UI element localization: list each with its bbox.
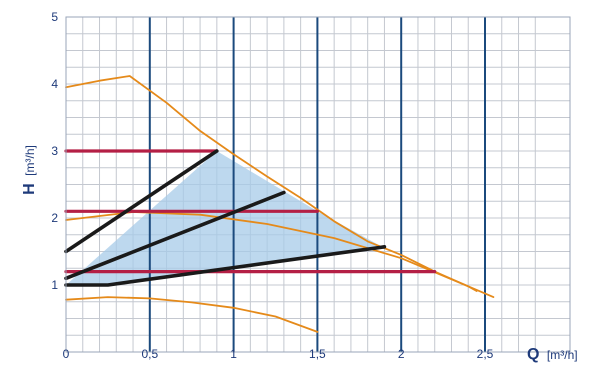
- x-tick-labels: 0 0,5 1 1,5 2 2,5: [63, 347, 494, 361]
- x-tick-label: 2,5: [477, 347, 494, 361]
- series-line-black: [64, 149, 219, 254]
- series-line-orange: [65, 296, 319, 333]
- plot-frame: [65, 16, 571, 353]
- x-tick-label: 0: [63, 347, 70, 361]
- x-axis-symbol: Q: [527, 346, 539, 363]
- y-axis-symbol: H: [21, 183, 38, 195]
- series-line-black: [64, 190, 286, 281]
- series-line-orange: [65, 75, 495, 299]
- x-tick-label: 1: [230, 347, 237, 361]
- series-group: [64, 75, 495, 333]
- series-line-black: [64, 245, 387, 287]
- y-tick-label: 1: [51, 278, 58, 292]
- y-tick-label: 5: [51, 10, 58, 24]
- y-tick-label: 2: [51, 211, 58, 225]
- y-axis-label: H [m³/h]: [21, 145, 38, 195]
- y-tick-label: 4: [51, 77, 58, 91]
- x-axis-unit: [m³/h]: [547, 348, 578, 362]
- y-axis-unit: [m³/h]: [23, 145, 37, 176]
- major-grid: [148, 17, 486, 352]
- y-tick-labels: 1 2 3 4 5: [51, 10, 58, 292]
- x-tick-label: 2: [398, 347, 405, 361]
- y-tick-label: 3: [51, 144, 58, 158]
- x-tick-label: 1,5: [309, 347, 326, 361]
- x-tick-label: 0,5: [141, 347, 158, 361]
- x-axis-label: Q [m³/h]: [527, 346, 578, 363]
